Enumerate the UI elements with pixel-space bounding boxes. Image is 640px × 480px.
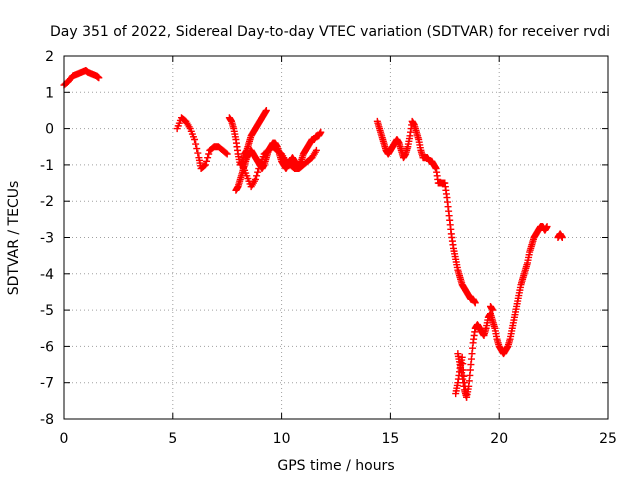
x-tick-label: 10: [273, 431, 291, 447]
y-tick-label: 1: [45, 85, 54, 101]
y-tick-labels: 2 1 0 -1 -2 -3 -4 -5 -6 -7 -8: [40, 49, 54, 428]
data-point: [193, 145, 201, 153]
data-point: [222, 149, 230, 157]
x-tick-label: 5: [168, 431, 177, 447]
data-point: [251, 175, 259, 183]
grid-lines: [64, 56, 608, 419]
y-tick-label: -6: [40, 339, 54, 355]
x-tick-label: 15: [381, 431, 399, 447]
x-tick-labels: 0 5 10 15 20 25: [60, 431, 617, 447]
data-point: [205, 150, 213, 158]
y-tick-label: -8: [40, 412, 54, 428]
data-point: [558, 234, 566, 241]
data-point: [253, 172, 261, 180]
data-point: [201, 161, 209, 169]
y-tick-label: 2: [45, 49, 54, 65]
y-tick-label: -3: [40, 231, 54, 247]
data-point: [471, 299, 479, 307]
data-point: [543, 223, 551, 231]
data-point: [200, 162, 208, 170]
y-tick-label: -4: [40, 267, 54, 283]
y-tick-label: -7: [40, 376, 54, 392]
y-tick-label: 0: [45, 122, 54, 138]
x-tick-label: 25: [599, 431, 617, 447]
x-axis-label: GPS time / hours: [277, 458, 394, 474]
data-point: [192, 140, 200, 148]
data-point: [489, 306, 497, 314]
data-points: [60, 67, 566, 401]
y-tick-label: -5: [40, 303, 54, 319]
data-point: [262, 106, 270, 114]
chart-title: Day 351 of 2022, Sidereal Day-to-day VTE…: [50, 24, 610, 40]
data-point: [191, 135, 199, 143]
y-axis-label: SDTVAR / TECUs: [6, 181, 22, 296]
data-point: [463, 393, 471, 401]
data-point: [95, 74, 103, 82]
data-point: [204, 154, 212, 162]
data-point: [223, 150, 231, 158]
data-point: [312, 146, 320, 154]
axis-ticks: [63, 55, 609, 420]
x-tick-label: 0: [60, 431, 69, 447]
data-point: [255, 165, 263, 173]
data-point: [254, 168, 262, 176]
data-point: [194, 149, 202, 157]
y-tick-label: -2: [40, 194, 54, 210]
x-tick-label: 20: [490, 431, 508, 447]
y-tick-label: -1: [40, 158, 54, 174]
data-point: [203, 157, 211, 165]
data-point: [317, 128, 325, 136]
